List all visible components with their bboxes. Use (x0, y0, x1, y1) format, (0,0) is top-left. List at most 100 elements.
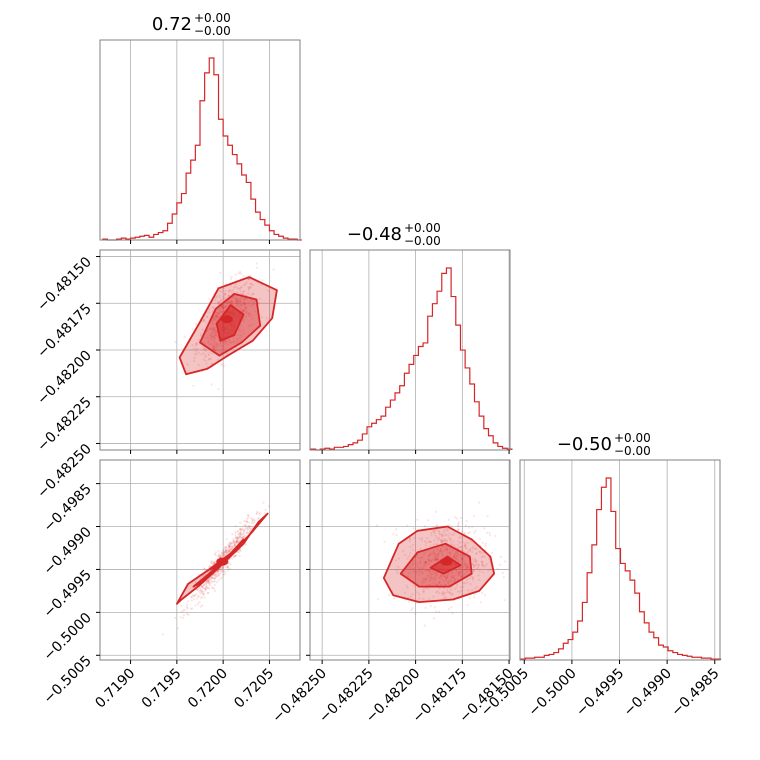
sample-point (475, 552, 478, 555)
sample-point (238, 551, 241, 554)
sample-point (449, 591, 452, 594)
sample-point (471, 562, 474, 566)
sample-point (423, 560, 426, 564)
sample-point (432, 529, 435, 533)
sample-point (457, 545, 460, 549)
sample-point (215, 329, 218, 332)
sample-point (248, 278, 251, 281)
sample-point (445, 577, 448, 580)
sample-point (462, 556, 465, 559)
sample-point (202, 346, 205, 349)
sample-point (428, 554, 432, 557)
sample-point (239, 290, 242, 293)
x-tick-label: 0.7190 (92, 666, 138, 712)
sample-point (222, 552, 225, 556)
sample-point (221, 570, 224, 573)
sample-point (190, 595, 193, 599)
sample-point (445, 527, 448, 531)
sample-point (455, 568, 458, 572)
sample-point (211, 577, 214, 580)
sample-point (450, 571, 454, 574)
sample-point (217, 555, 220, 558)
sample-point (212, 326, 215, 329)
sample-point (477, 574, 480, 577)
sample-point (212, 563, 215, 566)
sample-point (223, 340, 226, 343)
sample-point (483, 594, 487, 597)
sample-point (247, 514, 250, 517)
sample-point (246, 521, 249, 524)
sample-point (235, 540, 238, 544)
sample-point (472, 547, 475, 550)
sample-point (433, 558, 436, 562)
sample-point (223, 292, 226, 295)
sample-point (442, 530, 446, 534)
sample-point (210, 328, 213, 331)
sample-point (462, 582, 465, 585)
sample-point (210, 577, 213, 580)
sample-point (232, 545, 235, 549)
sample-point (444, 596, 447, 599)
sample-point (246, 532, 249, 535)
sample-point (250, 282, 253, 285)
sample-point (240, 533, 243, 536)
sample-point (228, 290, 231, 293)
sample-point (242, 290, 245, 293)
sample-point (478, 537, 481, 541)
sample-point (236, 333, 239, 336)
sample-point (460, 565, 463, 568)
x-tick-label: 0.7195 (139, 666, 185, 712)
sample-point (440, 550, 443, 553)
sample-point (223, 294, 227, 297)
sample-point (473, 531, 476, 534)
sample-point (221, 554, 224, 557)
sample-point (488, 534, 491, 537)
sample-point (239, 539, 242, 542)
sample-point (416, 565, 419, 568)
sample-point (457, 540, 460, 543)
sample-point (485, 563, 488, 566)
sample-point (468, 577, 471, 580)
sample-point (411, 548, 414, 551)
sample-point (476, 567, 479, 570)
sample-point (227, 544, 230, 547)
sample-point (242, 298, 245, 301)
sample-point (210, 561, 213, 564)
sample-point (225, 549, 228, 552)
sample-point (224, 550, 227, 554)
sample-point (448, 592, 451, 595)
sample-point (424, 561, 427, 565)
sample-point (262, 501, 265, 504)
hist-2-title-sub: −0.00 (404, 234, 441, 248)
sample-point (455, 552, 459, 555)
sample-point (417, 570, 420, 573)
sample-point (201, 604, 204, 607)
sample-point (440, 548, 443, 551)
sample-point (219, 341, 222, 344)
sample-point (227, 549, 231, 553)
sample-point (236, 338, 239, 341)
sample-point (220, 305, 223, 308)
sample-point (445, 529, 448, 532)
scatter-1-2-area (174, 262, 278, 391)
sample-point (249, 282, 252, 286)
sample-point (219, 310, 222, 313)
sample-point (253, 520, 256, 523)
sample-point (460, 589, 463, 593)
sample-point (182, 609, 185, 612)
x-tick-label: −0.4990 (621, 666, 675, 720)
sample-point (239, 536, 242, 540)
sample-point (428, 540, 432, 543)
sample-point (219, 577, 222, 581)
sample-point (458, 572, 461, 576)
sample-point (242, 274, 245, 277)
sample-point (443, 587, 446, 590)
sample-point (468, 549, 471, 552)
sample-point (207, 353, 210, 356)
sample-point (428, 568, 431, 571)
sample-point (224, 339, 227, 343)
sample-point (204, 582, 208, 585)
sample-point (226, 566, 229, 569)
sample-point (222, 287, 225, 290)
sample-point (445, 545, 448, 548)
